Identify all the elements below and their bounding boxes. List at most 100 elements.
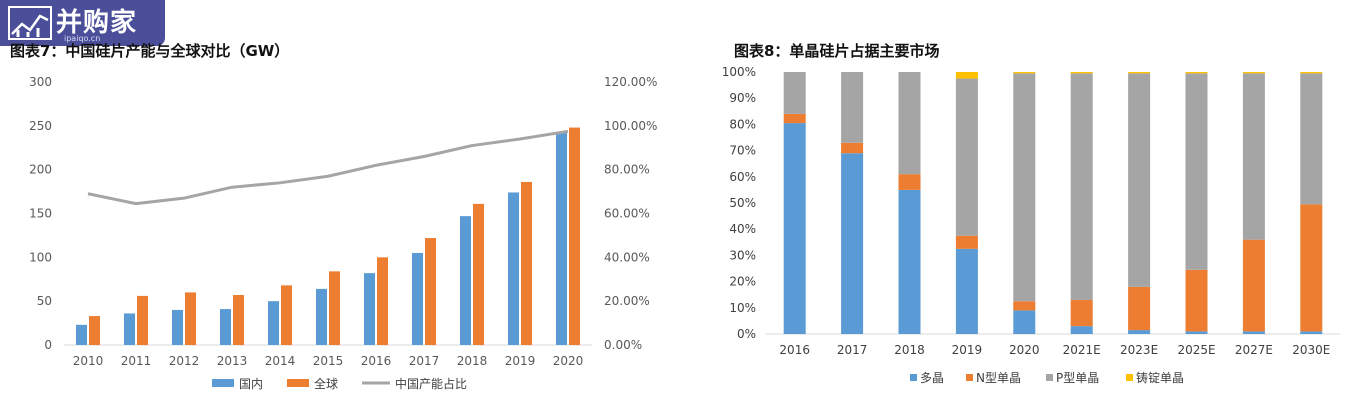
y-tick-label: 60% [729,170,756,184]
x-tick-label: 2019 [505,354,536,368]
stacked-bar-segment [898,174,921,190]
legend-label: 多晶 [920,371,944,385]
y-tick-label: 100 [29,250,52,264]
bar-domestic [364,273,375,345]
y-tick-label: 20% [729,275,756,289]
x-tick-label: 2016 [779,343,810,357]
y-tick-label: 10% [729,301,756,315]
stacked-bar-segment [1185,331,1208,334]
y-tick-label: 150 [29,207,52,221]
bar-domestic [556,132,567,345]
y-tick-label: 200 [29,163,52,177]
x-tick-label: 2014 [265,354,296,368]
stacked-bar-segment [1300,331,1323,334]
legend-swatch [966,374,973,381]
stacked-bar-segment [898,189,921,334]
stacked-bar-segment [783,113,806,124]
y-tick-label: 250 [29,119,52,133]
bar-domestic [172,309,183,345]
stacked-bar-segment [955,72,978,79]
y2-tick-label: 0.00% [604,338,642,352]
stacked-bar-segment [1013,72,1036,74]
stacked-bar-segment [841,72,864,143]
bar-domestic [220,309,231,345]
x-tick-label: 2012 [169,354,200,368]
y-tick-label: 30% [729,248,756,262]
bar-global [137,295,148,345]
legend-swatch [910,374,917,381]
stacked-bar-segment [955,78,978,236]
stacked-bar-segment [841,142,864,154]
bar-domestic [76,324,87,345]
y2-tick-label: 20.00% [604,294,650,308]
stacked-bar-segment [1242,331,1265,334]
bar-global [89,316,100,345]
legend-label: 全球 [314,376,338,391]
stacked-bar-segment [1128,286,1151,331]
legend-swatch [212,379,234,387]
x-tick-label: 2010 [73,354,104,368]
stacked-bar-segment [1128,73,1151,287]
bar-domestic [412,252,423,345]
stacked-bar-segment [898,72,921,175]
bar-domestic [508,192,519,345]
y-tick-label: 70% [729,144,756,158]
x-tick-label: 2017 [409,354,440,368]
chart2-market-share: 0% 10% 20% 30% 40% 50% 60% 70% 80% 90% 100% 2016 201… [722,65,1340,385]
legend-swatch [1126,374,1133,381]
watermark-domain: ipaiqo.cn [64,34,101,43]
y-tick-label: 50% [729,196,756,210]
x-tick-label: 2019 [952,343,983,357]
chart-logo-icon [8,6,52,40]
line-china-share [87,129,569,206]
chart1-capacity-comparison: 0 50 100 150 200 250 300 0.00% 20.00% 40.00% 60.00… [29,75,657,391]
stacked-bar-segment [783,72,806,114]
stacked-bar-segment [955,235,978,249]
x-tick-label: 2021E [1063,343,1101,357]
stacked-bar-segment [1070,72,1093,74]
y2-tick-label: 100.00% [604,119,657,133]
watermark-logo: 并购家 ipaiqo.cn [0,0,165,46]
bar-domestic [316,288,327,345]
legend-label: 国内 [239,377,263,391]
bar-global [425,238,436,345]
legend-label: 铸锭单晶 [1136,370,1184,385]
stacked-bar-segment [1070,326,1093,334]
x-tick-label: 2018 [894,343,925,357]
y-tick-label: 0% [737,327,756,341]
chart2-title: 图表8：单晶硅片占据主要市场 [734,42,940,60]
stacked-bar-segment [1128,72,1151,74]
stacked-bar-segment [1070,299,1093,327]
bar-global [281,285,292,345]
stacked-bar-segment [1070,73,1093,300]
y-tick-label: 80% [729,117,756,131]
bar-domestic [268,301,279,345]
legend-swatch [287,379,309,387]
x-tick-label: 2020 [553,354,584,368]
x-tick-label: 2015 [313,354,344,368]
stacked-bar-segment [1185,269,1208,332]
y2-tick-label: 60.00% [604,207,650,221]
y-tick-label: 100% [722,65,756,79]
stacked-bar-segment [1300,73,1323,205]
y-tick-label: 40% [729,222,756,236]
stacked-bar-segment [1300,72,1323,74]
stacked-bar-segment [1185,72,1208,74]
stacked-bar-segment [1242,73,1265,240]
chart1-title: 图表7：中国硅片产能与全球对比（GW） [10,42,290,60]
stacked-bar-segment [1013,301,1036,311]
y2-tick-label: 80.00% [604,163,650,177]
stacked-bar-segment [955,248,978,334]
y-tick-label: 90% [729,91,756,105]
stacked-bar-segment [1242,72,1265,74]
stacked-bar-segment [841,153,864,334]
legend-label: P型单晶 [1056,371,1099,385]
legend-label: N型单晶 [976,371,1021,385]
bar-domestic [460,216,471,345]
stacked-bar-segment [1128,330,1151,334]
bar-global [521,181,532,345]
x-tick-label: 2023E [1120,343,1158,357]
bar-global [233,295,244,345]
legend-label: 中国产能占比 [395,376,467,391]
x-tick-label: 2016 [361,354,392,368]
